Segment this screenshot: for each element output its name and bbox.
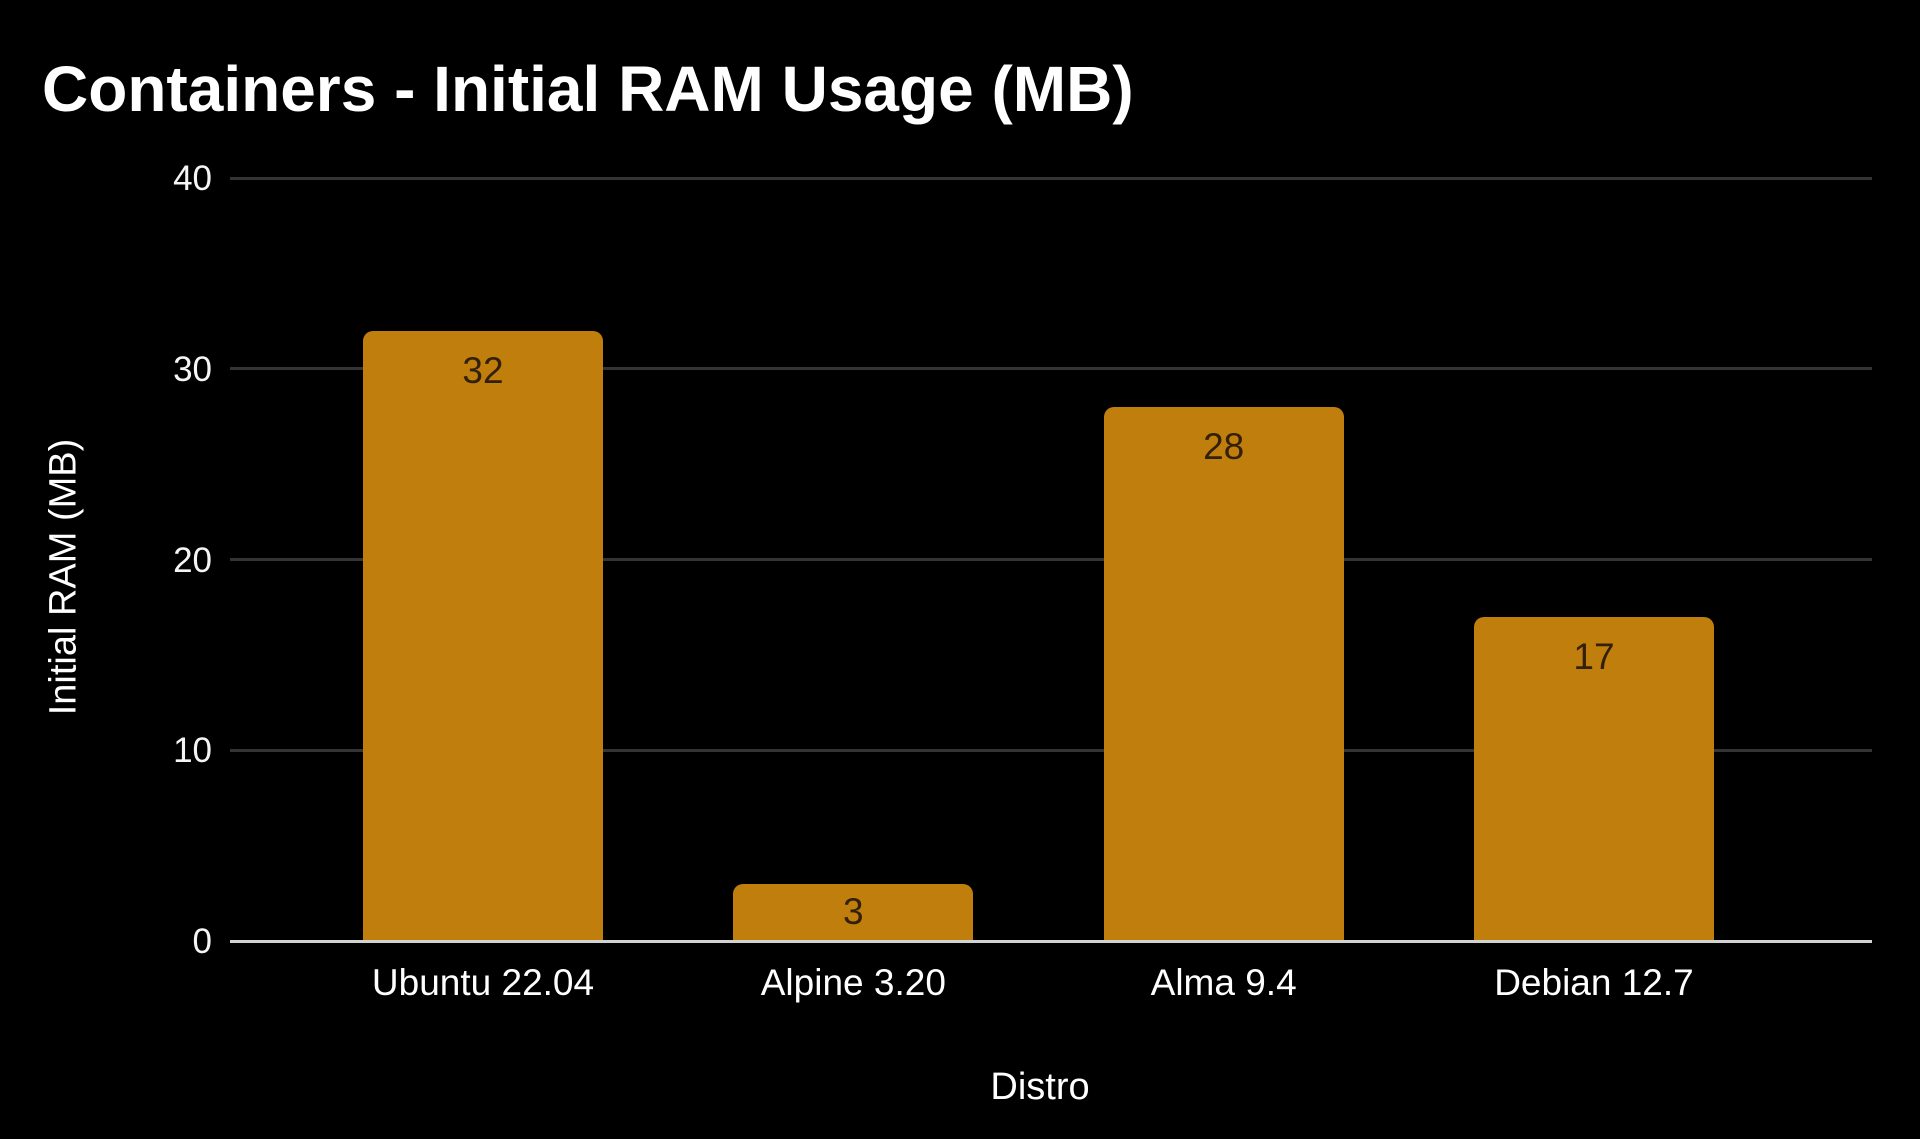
x-category-label-ubuntu-22-04: Ubuntu 22.04 (371, 962, 595, 1003)
y-tick-label-40: 40 (173, 159, 212, 198)
gridline-30 (230, 367, 1872, 371)
x-category-label-alpine-3-20: Alpine 3.20 (760, 962, 946, 1003)
y-tick-label-20: 20 (173, 540, 212, 580)
bar-value-label-alpine-3-20: 3 (843, 891, 864, 933)
bar-value-label-debian-12-7: 17 (1573, 635, 1615, 677)
bar-alpine-3-20: 3 (733, 883, 974, 941)
x-axis-line (230, 939, 1872, 943)
x-category-label-debian-12-7: Debian 12.7 (1494, 962, 1694, 1003)
gridline-10 (230, 748, 1872, 752)
x-category-label-alma-9-4: Alma 9.4 (1150, 962, 1297, 1003)
chart-title: Containers - Initial RAM Usage (MB) (42, 53, 1134, 125)
x-axis-title: Distro (990, 1066, 1090, 1108)
bar-alma-9-4: 28 (1103, 406, 1344, 941)
bar-ubuntu-22-04: 32 (363, 330, 603, 941)
y-tick-label-0: 0 (192, 922, 212, 961)
y-axis-title: Initial RAM (MB) (42, 438, 85, 716)
gridline-20 (230, 558, 1872, 561)
y-tick-label-30: 30 (173, 349, 212, 389)
bar-debian-12-7: 17 (1473, 616, 1714, 941)
y-tick-label-10: 10 (173, 731, 212, 771)
gridline-40 (230, 176, 1872, 180)
bar-value-label-alma-9-4: 28 (1203, 425, 1245, 467)
bar-value-label-ubuntu-22-04: 32 (462, 349, 504, 391)
